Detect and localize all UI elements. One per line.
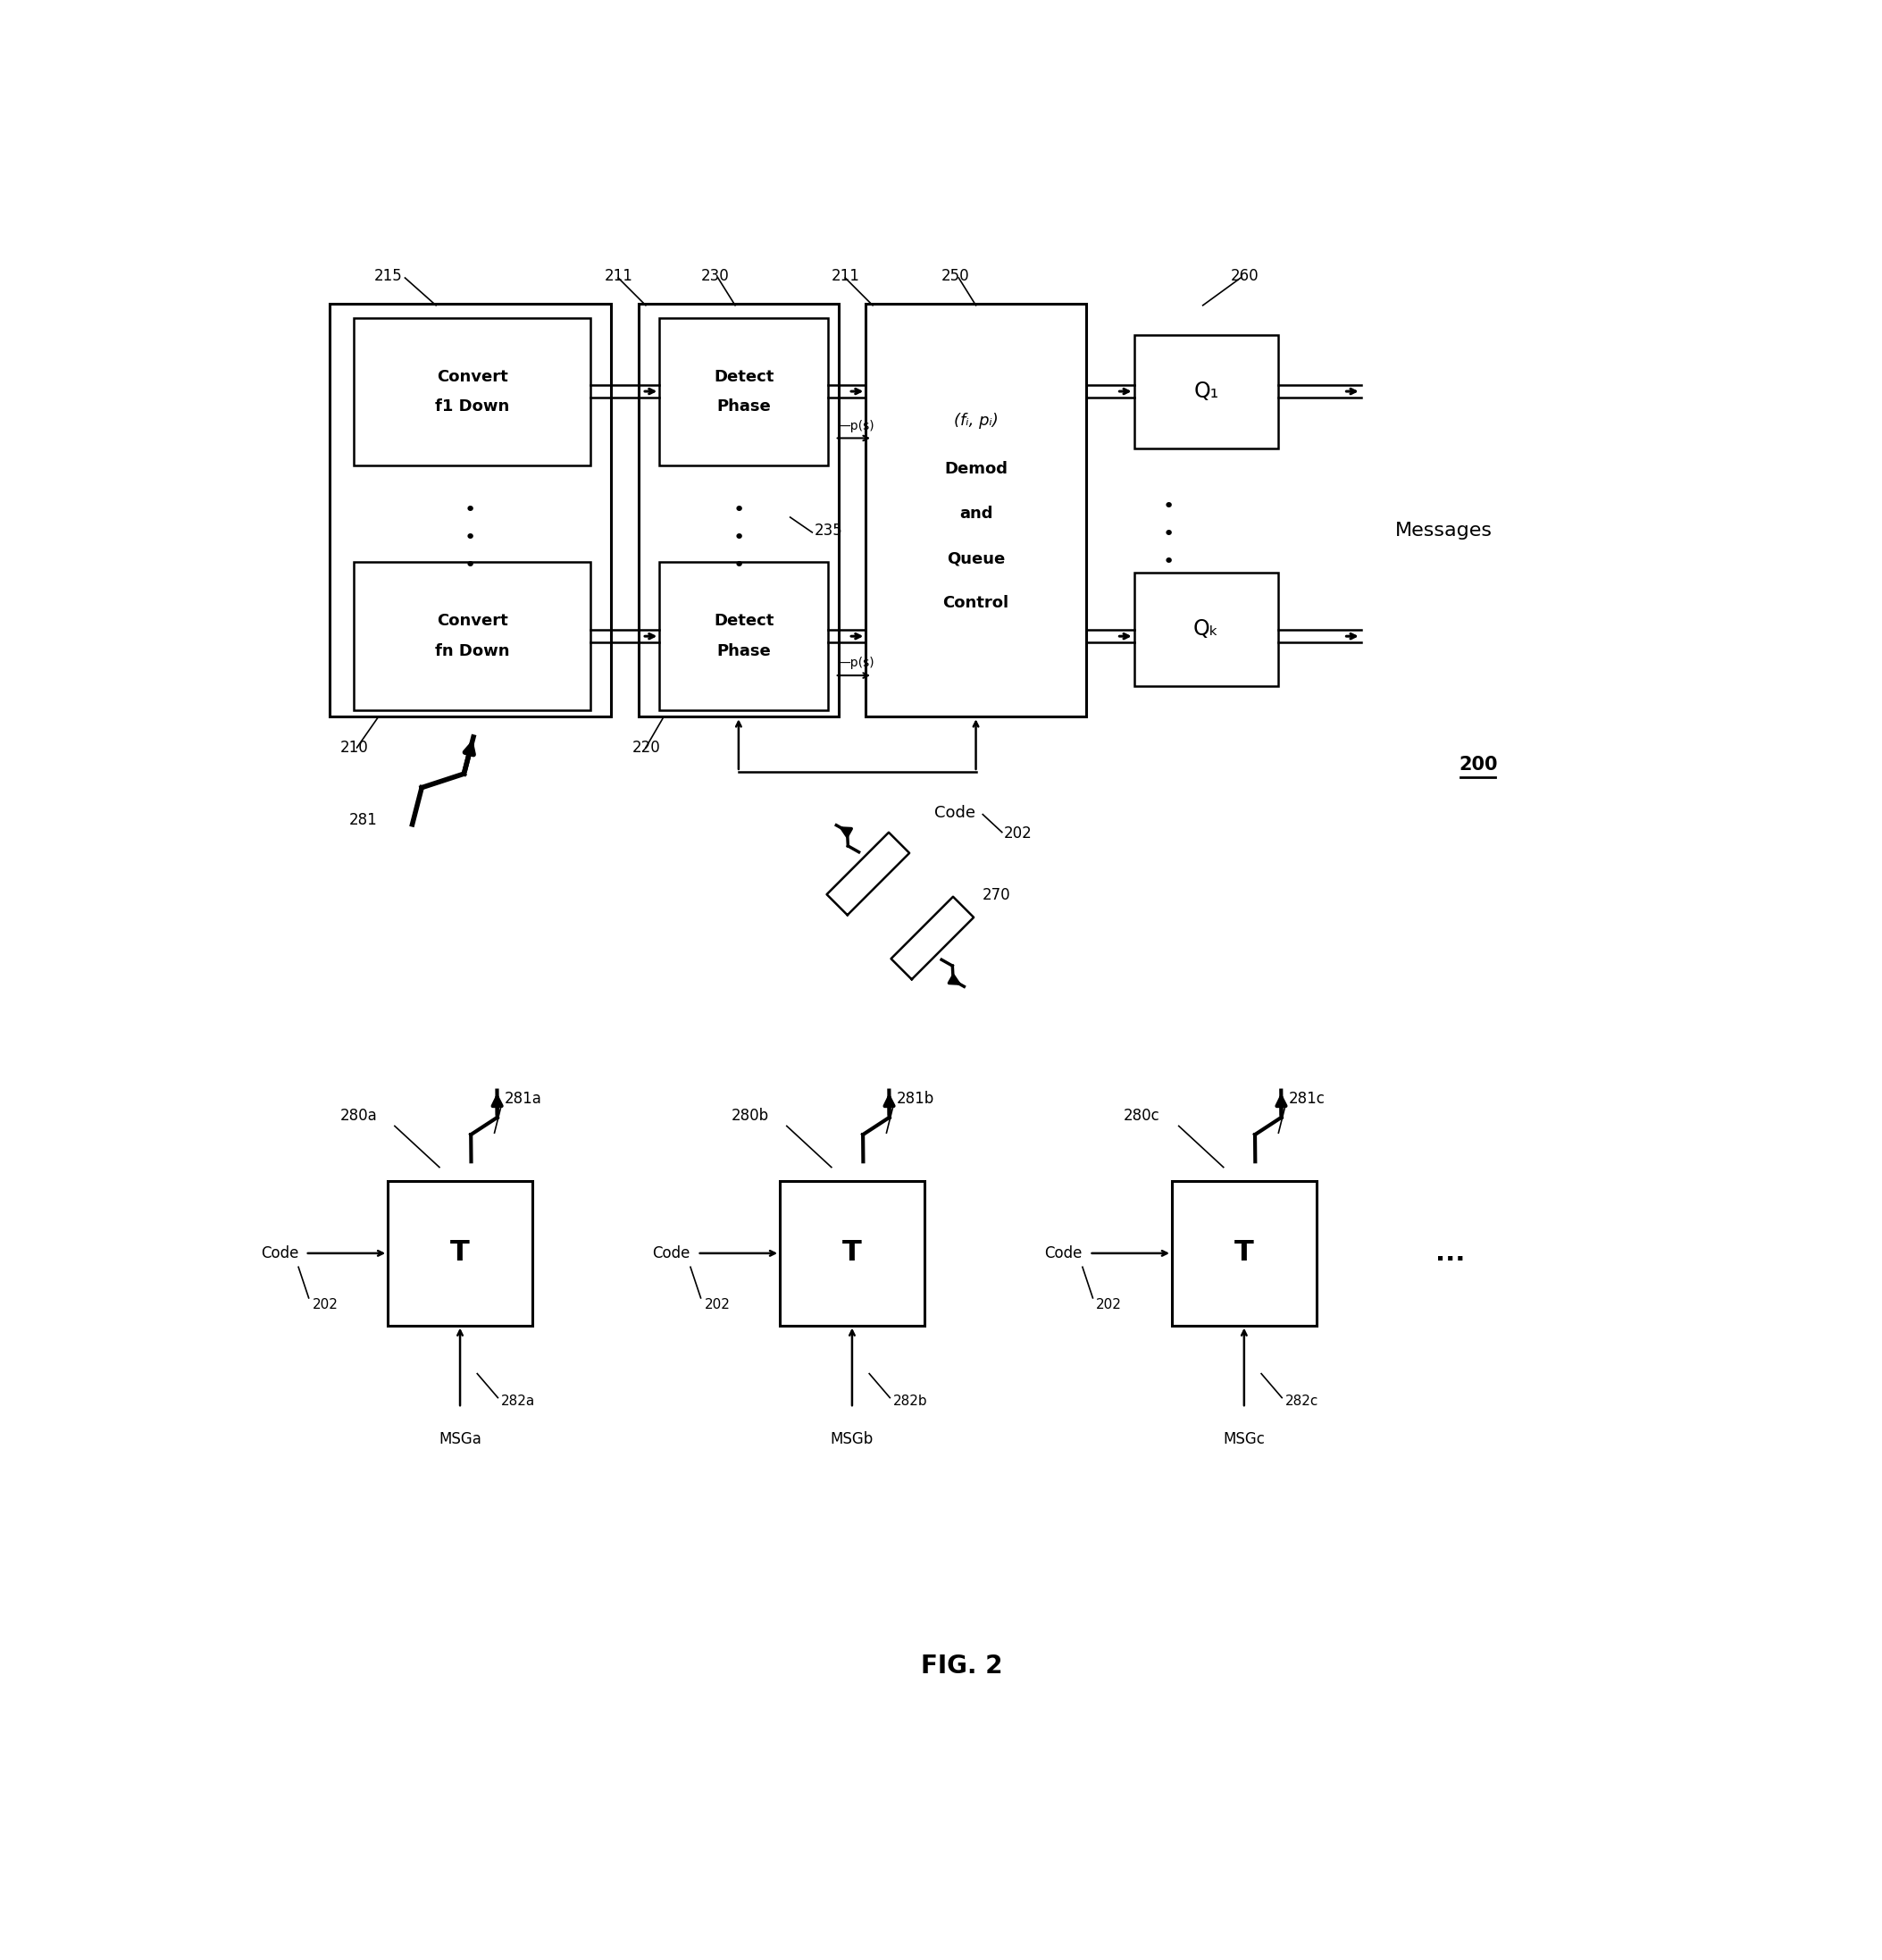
Text: Code: Code <box>260 1245 299 1262</box>
Text: •: • <box>1163 553 1174 570</box>
Bar <box>354 563 591 710</box>
Text: 210: 210 <box>339 739 369 757</box>
Text: T: T <box>1235 1239 1253 1266</box>
Text: 282a: 282a <box>501 1394 536 1407</box>
Bar <box>1135 335 1278 449</box>
Text: •: • <box>465 502 476 519</box>
Text: 211: 211 <box>832 269 860 284</box>
Text: •: • <box>732 529 745 547</box>
Text: Control: Control <box>943 596 1009 612</box>
Text: Convert: Convert <box>437 368 508 384</box>
Text: •: • <box>1163 525 1174 543</box>
Text: Demod: Demod <box>945 461 1007 476</box>
Text: Code: Code <box>935 806 975 821</box>
Text: Queue: Queue <box>947 551 1005 566</box>
Bar <box>1135 572 1278 686</box>
Bar <box>329 304 612 717</box>
Text: —p(s): —p(s) <box>837 419 875 431</box>
Text: 281b: 281b <box>898 1090 935 1107</box>
Text: MSGc: MSGc <box>1223 1431 1265 1446</box>
Text: —p(s): —p(s) <box>837 657 875 668</box>
Text: ...: ... <box>1436 1241 1466 1266</box>
Text: 235: 235 <box>815 523 843 539</box>
Polygon shape <box>826 833 909 915</box>
Text: 215: 215 <box>375 269 403 284</box>
Bar <box>659 318 828 466</box>
Text: 280a: 280a <box>339 1107 376 1123</box>
Bar <box>866 304 1086 717</box>
Text: and: and <box>960 506 992 521</box>
Text: Q₁: Q₁ <box>1193 380 1220 402</box>
Bar <box>354 318 591 466</box>
Text: 270: 270 <box>982 888 1011 904</box>
Text: Detect: Detect <box>713 368 774 384</box>
Text: 202: 202 <box>1095 1298 1122 1311</box>
Text: •: • <box>1163 498 1174 515</box>
Text: •: • <box>465 529 476 547</box>
Bar <box>638 304 837 717</box>
Text: 200: 200 <box>1459 757 1498 774</box>
Text: Qₖ: Qₖ <box>1193 617 1220 639</box>
Text: f1 Down: f1 Down <box>435 398 510 416</box>
Text: Code: Code <box>1045 1245 1082 1262</box>
Text: 281c: 281c <box>1289 1090 1325 1107</box>
Text: MSGa: MSGa <box>439 1431 482 1446</box>
Text: Phase: Phase <box>717 643 772 659</box>
Text: 281: 281 <box>348 811 376 827</box>
Text: •: • <box>465 557 476 574</box>
Text: •: • <box>732 502 745 519</box>
Text: Messages: Messages <box>1395 521 1492 539</box>
Text: 282b: 282b <box>894 1394 928 1407</box>
Text: 220: 220 <box>632 739 661 757</box>
Text: 282c: 282c <box>1285 1394 1319 1407</box>
Text: 202: 202 <box>704 1298 730 1311</box>
Text: 280b: 280b <box>732 1107 770 1123</box>
Text: Phase: Phase <box>717 398 772 416</box>
Text: 281a: 281a <box>504 1090 542 1107</box>
Text: Convert: Convert <box>437 613 508 629</box>
Text: 250: 250 <box>941 269 969 284</box>
Bar <box>659 563 828 710</box>
Bar <box>779 1182 924 1325</box>
Text: 260: 260 <box>1231 269 1259 284</box>
Bar <box>1172 1182 1316 1325</box>
Text: 230: 230 <box>700 269 728 284</box>
Text: T: T <box>450 1239 470 1266</box>
Text: T: T <box>843 1239 862 1266</box>
Text: (fᵢ, pᵢ): (fᵢ, pᵢ) <box>954 414 997 429</box>
Text: 202: 202 <box>1003 825 1031 841</box>
Bar <box>388 1182 533 1325</box>
Text: MSGb: MSGb <box>830 1431 873 1446</box>
Text: Detect: Detect <box>713 613 774 629</box>
Text: 280c: 280c <box>1124 1107 1159 1123</box>
Text: fn Down: fn Down <box>435 643 510 659</box>
Text: 211: 211 <box>604 269 632 284</box>
Polygon shape <box>890 896 973 980</box>
Text: 202: 202 <box>312 1298 339 1311</box>
Text: FIG. 2: FIG. 2 <box>922 1654 1003 1678</box>
Text: Code: Code <box>653 1245 691 1262</box>
Text: •: • <box>732 557 745 574</box>
